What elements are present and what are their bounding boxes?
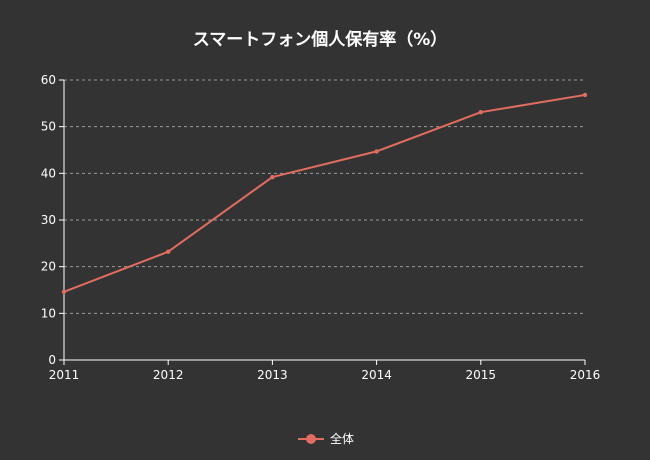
grid-lines bbox=[64, 79, 585, 314]
data-point-2012 bbox=[166, 249, 171, 254]
x-tick-label-2012: 2012 bbox=[153, 368, 184, 382]
chart-title: スマートフォン個人保有率（%） bbox=[193, 29, 448, 50]
y-tick-label-10: 10 bbox=[41, 306, 56, 320]
data-point-2016 bbox=[582, 92, 588, 98]
data-point-2011 bbox=[61, 289, 67, 295]
legend[interactable]: 全体 bbox=[298, 431, 354, 446]
series-group bbox=[61, 92, 588, 295]
y-tick-label-50: 50 bbox=[41, 120, 56, 134]
x-tick-label-2013: 2013 bbox=[257, 368, 288, 382]
x-axis-ticks: 2011 2012 2013 2014 2015 2016 bbox=[49, 360, 601, 382]
y-tick-label-30: 30 bbox=[41, 213, 56, 227]
legend-dot-marker bbox=[306, 434, 316, 444]
y-tick-label-60: 60 bbox=[41, 73, 56, 87]
y-axis-ticks: 0 10 20 30 40 50 60 bbox=[41, 73, 64, 367]
y-tick-label-20: 20 bbox=[41, 260, 56, 274]
y-tick-label-40: 40 bbox=[41, 166, 56, 180]
legend-label: 全体 bbox=[330, 431, 354, 446]
x-tick-label-2014: 2014 bbox=[361, 368, 392, 382]
data-point-2015 bbox=[478, 110, 483, 115]
series-line-0 bbox=[63, 93, 586, 293]
x-tick-label-2016: 2016 bbox=[570, 368, 601, 382]
x-tick-label-2011: 2011 bbox=[49, 368, 80, 382]
data-point-2014 bbox=[374, 149, 379, 154]
x-tick-label-2015: 2015 bbox=[466, 368, 497, 382]
y-tick-label-0: 0 bbox=[48, 353, 56, 367]
data-point-2013 bbox=[270, 174, 275, 180]
